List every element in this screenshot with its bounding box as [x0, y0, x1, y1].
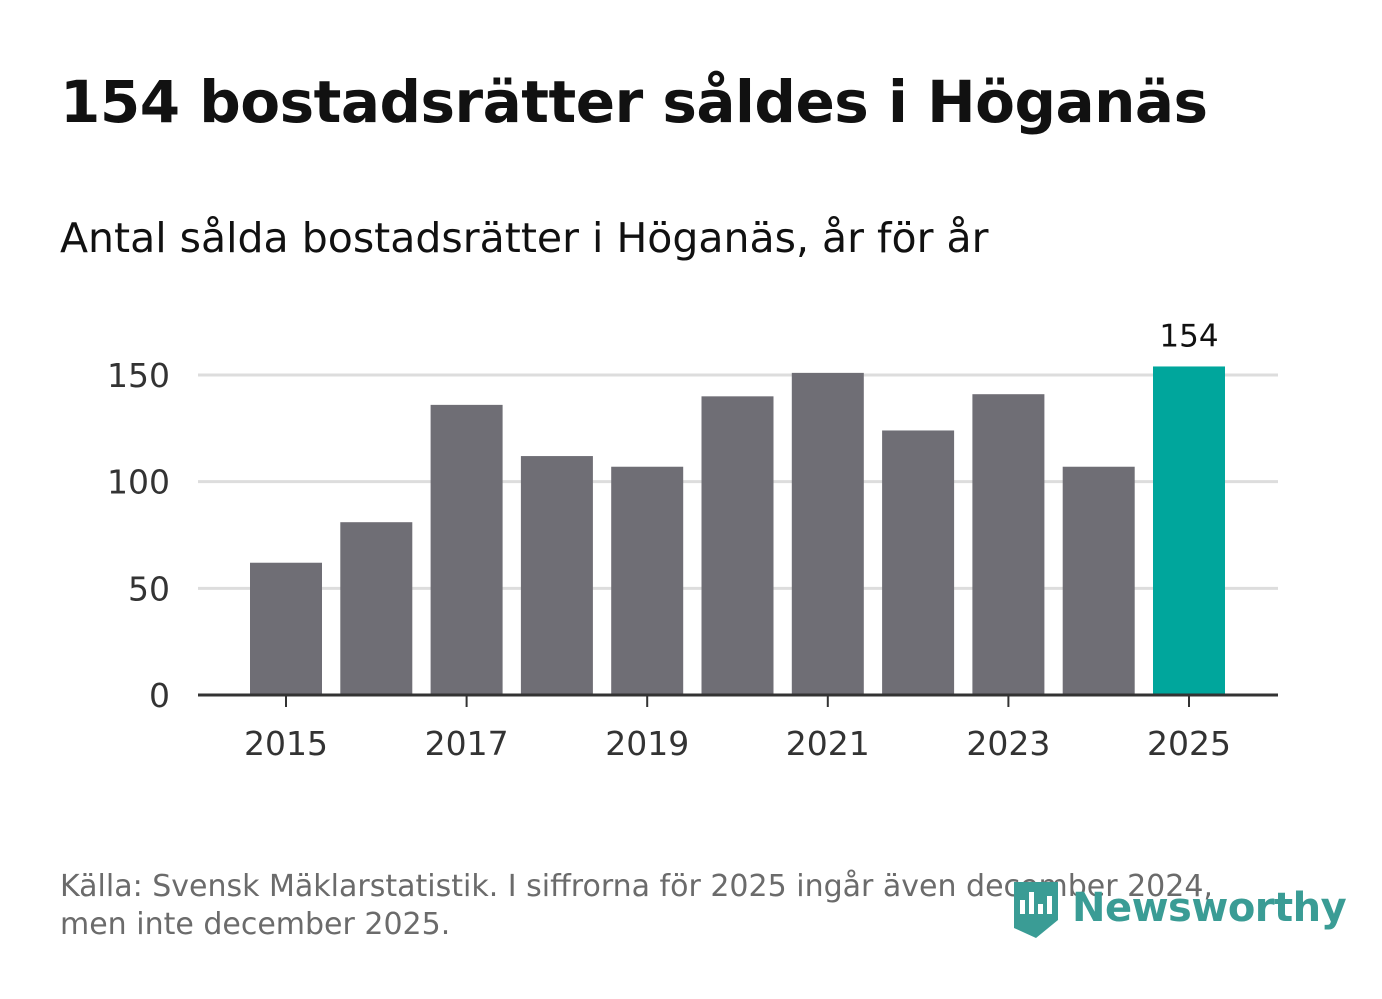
bar-2025	[1153, 366, 1225, 695]
chart-title: 154 bostadsrätter såldes i Höganäs	[60, 68, 1208, 136]
x-tick-label-2025: 2025	[1147, 724, 1231, 763]
y-tick-label-0: 0	[149, 676, 170, 715]
newsworthy-logo: Newsworthy	[1010, 876, 1347, 940]
x-tick-label-2015: 2015	[244, 724, 328, 763]
x-tick-label-2017: 2017	[425, 724, 509, 763]
bar-2021	[791, 372, 864, 695]
bar-2020	[701, 396, 774, 695]
bar-2019	[611, 466, 684, 695]
x-tick-label-2023: 2023	[966, 724, 1050, 763]
bar-2017	[430, 404, 503, 695]
y-tick-label-100: 100	[107, 463, 170, 502]
newsworthy-logo-icon	[1014, 882, 1058, 938]
data-label-2025: 154	[1159, 318, 1218, 354]
bar-2024	[1062, 466, 1135, 695]
brand-name: Newsworthy	[1072, 885, 1347, 931]
labels: 0 50 100 150 154 2015 2017 2019 2021 2023 2025	[107, 318, 1231, 763]
bar-2022	[882, 430, 955, 695]
chart-subtitle: Antal sålda bostadsrätter i Höganäs, år …	[60, 214, 989, 262]
bars	[250, 366, 1225, 695]
bar-2023	[972, 394, 1045, 695]
source-line-2: men inte december 2025.	[60, 907, 451, 942]
x-tick-label-2021: 2021	[786, 724, 870, 763]
bar-2015	[250, 562, 322, 695]
y-tick-label-50: 50	[128, 569, 170, 608]
x-tick-label-2019: 2019	[605, 724, 689, 763]
bar-2018	[520, 456, 593, 695]
y-tick-label-150: 150	[107, 356, 170, 395]
axes	[198, 693, 1278, 707]
bar-2016	[340, 522, 413, 695]
